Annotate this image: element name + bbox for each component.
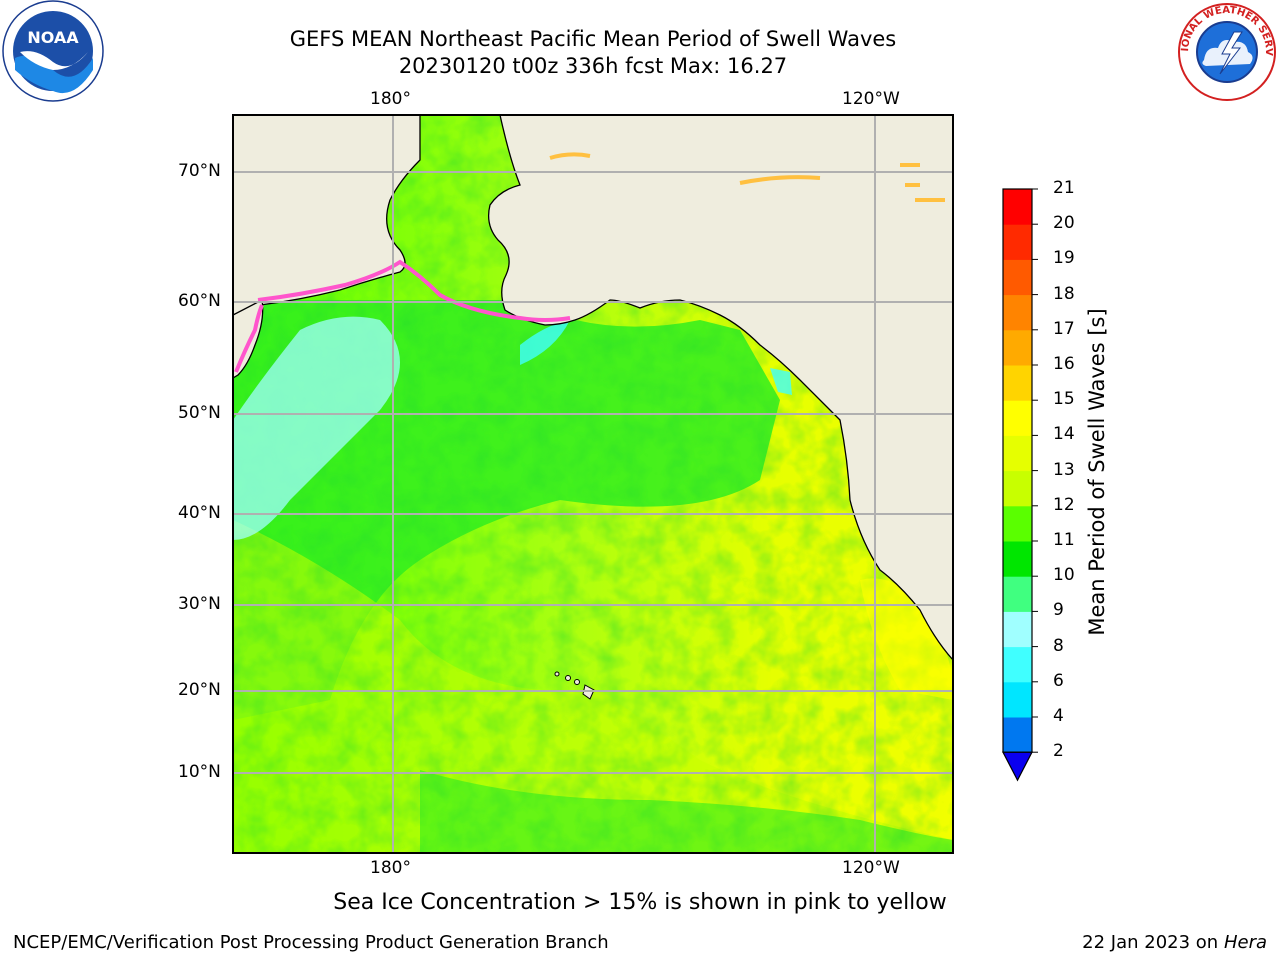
sea-ice-edge-pink <box>257 259 571 322</box>
colorbar-tick-label: 21 <box>1053 178 1075 198</box>
lat-label-10n: 10°N <box>178 762 221 782</box>
colorbar-tick-label: 4 <box>1053 706 1064 726</box>
colorbar-bin <box>1003 541 1032 577</box>
lat-label-30n: 30°N <box>178 594 221 614</box>
colorbar-tick-label: 15 <box>1053 389 1075 410</box>
lon-label-bottom-120w: 120°W <box>842 858 900 878</box>
colorbar-bin <box>1003 294 1032 331</box>
land-masses <box>233 115 953 661</box>
colorbar-tick-label: 9 <box>1053 600 1064 621</box>
colorbar-tick-label: 14 <box>1053 424 1075 445</box>
footer-producer: NCEP/EMC/Verification Post Processing Pr… <box>13 932 609 953</box>
map-frame <box>232 114 954 854</box>
land-north-america <box>487 115 953 661</box>
colorbar-bin <box>1003 681 1032 718</box>
colorbar-tick-label: 16 <box>1053 354 1075 374</box>
chart-title: GEFS MEAN Northeast Pacific Mean Period … <box>289 27 897 51</box>
yellow-patch-california <box>860 578 953 700</box>
noaa-logo-text: NOAA <box>27 28 79 47</box>
colorbar-bin <box>1003 717 1032 753</box>
colorbar-bin <box>1003 224 1032 260</box>
colorbar-tick-label: 2 <box>1053 741 1064 762</box>
lat-label-50n: 50°N <box>178 403 221 423</box>
colorbar-tick-label: 6 <box>1053 670 1064 691</box>
colorbar-tick-label: 11 <box>1053 530 1075 550</box>
colorbar-tick-label: 20 <box>1053 213 1075 234</box>
colorbar-tick-label: 17 <box>1053 318 1075 339</box>
colorbar-tick-label: 8 <box>1053 635 1064 656</box>
colorbar-tick-label: 13 <box>1053 459 1075 480</box>
colorbar-bin <box>1003 329 1032 366</box>
lat-label-20n: 20°N <box>178 680 221 700</box>
footer-host: Hera <box>1223 932 1267 953</box>
cyan-region-alaska-peninsula <box>520 320 570 365</box>
colorbar-bin <box>1003 470 1032 507</box>
graticule <box>233 115 953 853</box>
map-plot-area <box>233 115 953 853</box>
footer-date-text: 22 Jan 2023 on <box>1082 932 1219 953</box>
colorbar-bin <box>1003 400 1032 436</box>
colorbar-bin <box>1003 259 1032 296</box>
lat-label-60n: 60°N <box>178 291 221 311</box>
colorbar-extend-triangle <box>1002 751 1033 782</box>
footer-date: 22 Jan 2023 on Hera <box>1082 932 1267 953</box>
colorbar-bin <box>1003 611 1032 648</box>
colorbar-tick-label: 19 <box>1053 248 1075 269</box>
sea-ice-edge-yellow <box>549 152 945 202</box>
sea-ice-edge-kamchatka <box>234 304 264 373</box>
colorbar-title: Mean Period of Swell Waves [s] <box>1085 308 1109 636</box>
colorbar-bin <box>1003 189 1032 225</box>
lat-label-40n: 40°N <box>178 503 221 523</box>
national-weather-service-logo-icon: NATIONAL WEATHER SERVICE <box>1176 2 1276 101</box>
lon-label-bottom-180: 180° <box>370 858 411 878</box>
colorbar-bin <box>1003 435 1032 472</box>
colorbar-bin <box>1003 505 1032 542</box>
lat-label-70n: 70°N <box>178 161 221 181</box>
colorbar-tick-label: 10 <box>1053 565 1075 586</box>
chart-subtitle: 20230120 t00z 336h fcst Max: 16.27 <box>398 54 788 78</box>
cyan-region-haida-gwaii <box>770 368 792 395</box>
colorbar-bin <box>1003 576 1032 612</box>
colorbar-tick-label: 18 <box>1053 283 1075 304</box>
noaa-logo-icon: NOAA <box>2 0 104 102</box>
cyan-region-west <box>233 316 400 540</box>
lon-label-top-180: 180° <box>370 89 411 109</box>
colorbar-bin <box>1003 365 1032 401</box>
sea-ice-caption: Sea Ice Concentration > 15% is shown in … <box>333 890 947 915</box>
colorbar-tick-label: 12 <box>1053 494 1075 515</box>
colorbar <box>1002 188 1038 782</box>
colorbar-bin <box>1003 646 1032 683</box>
lon-label-top-120w: 120°W <box>842 89 900 109</box>
